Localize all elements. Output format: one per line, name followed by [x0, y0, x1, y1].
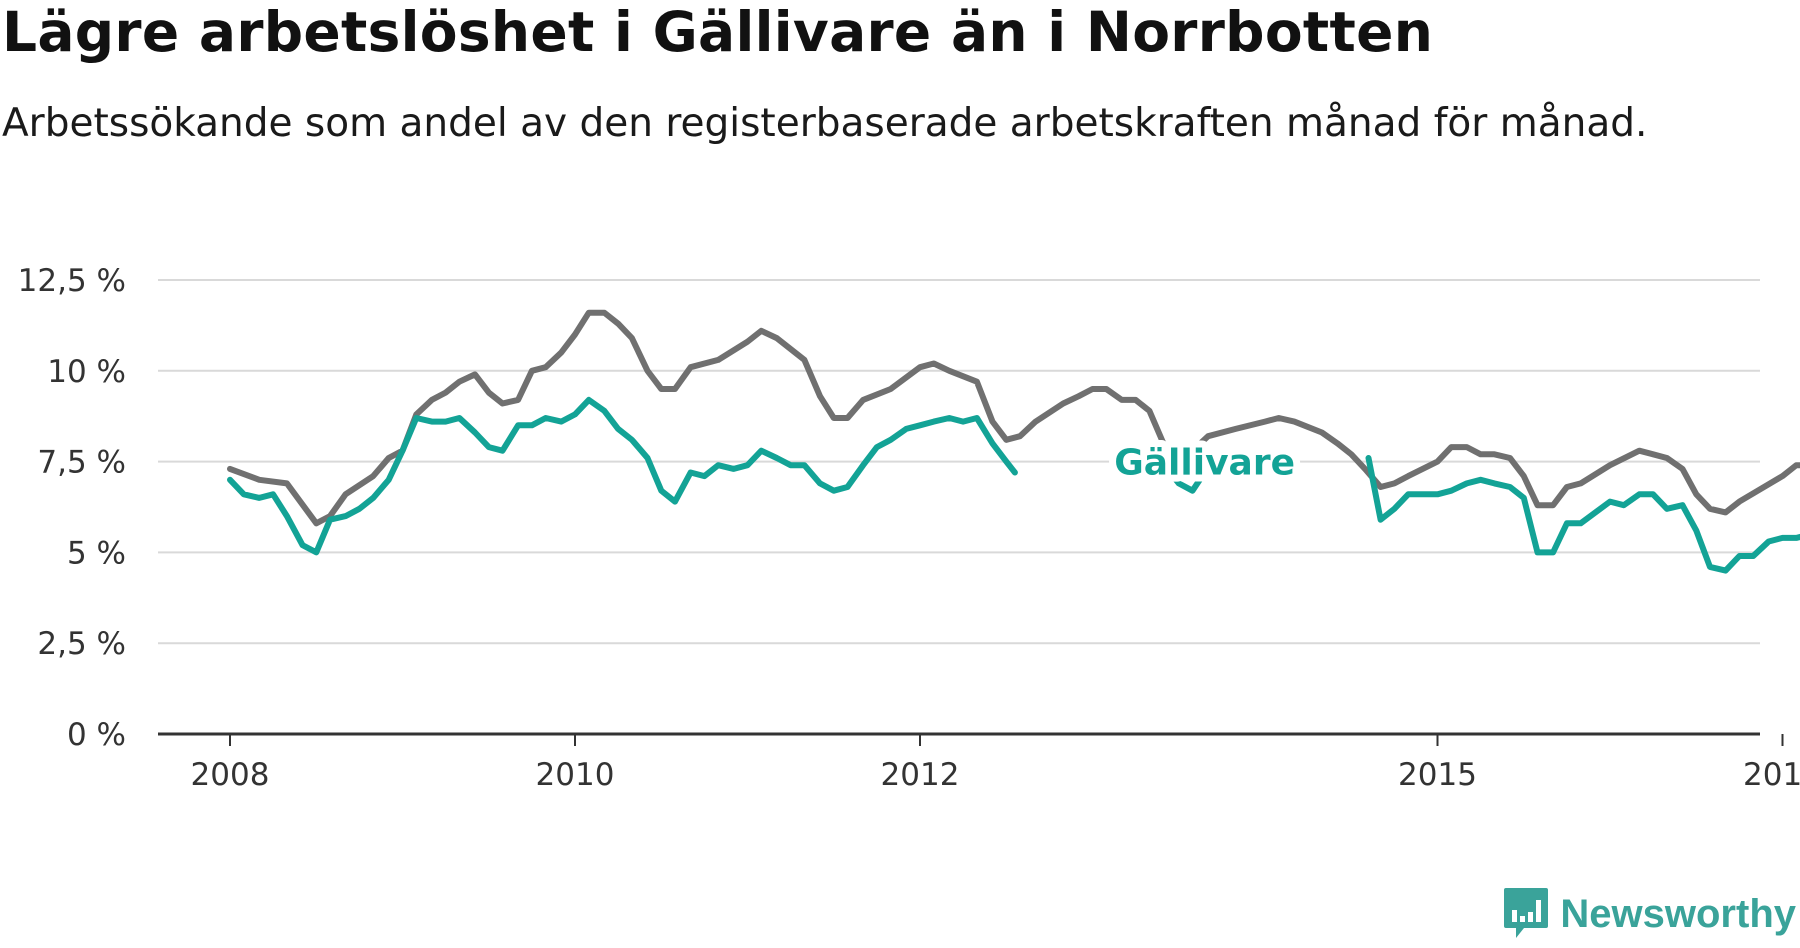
- chart-subtitle: Arbetssökande som andel av den registerb…: [2, 101, 1648, 146]
- grid-lines: [158, 279, 1760, 736]
- x-tick-label: 2017: [1743, 757, 1800, 793]
- y-tick-label: 7,5 %: [37, 445, 126, 481]
- y-axis-ticks: 0 % 2,5 % 5 % 7,5 % 10 % 12,5 %: [18, 263, 126, 753]
- y-tick-label: 12,5 %: [18, 263, 126, 299]
- x-tick-label: 2010: [536, 757, 615, 793]
- bar-chart-speech-icon: [1504, 888, 1549, 938]
- series-labels: NorrbottenNorrbotten3,9 %GällivareGälliv…: [1107, 436, 1302, 491]
- x-axis-ticks: 20082010201220152017202020222024: [191, 734, 1800, 793]
- chart-title: Lägre arbetslöshet i Gällivare än i Norr…: [2, 0, 1434, 64]
- series-line-gallivare: [227, 396, 1800, 574]
- x-tick-label: 2015: [1398, 757, 1477, 793]
- y-tick-label: 2,5 %: [37, 626, 126, 662]
- newsworthy-brand: Newsworthy: [1502, 886, 1796, 942]
- x-tick-label: 2008: [191, 757, 270, 793]
- series-line-norrbotten: [227, 309, 1800, 527]
- series-label-halo: Gällivare: [1114, 443, 1295, 484]
- brand-name: Newsworthy: [1560, 891, 1796, 936]
- x-tick-label: 2012: [881, 757, 960, 793]
- y-tick-label: 10 %: [47, 354, 126, 390]
- y-tick-label: 5 %: [67, 535, 126, 571]
- series-lines: [227, 309, 1800, 574]
- series-label-gallivare: Gällivare: [1114, 443, 1295, 484]
- y-tick-label: 0 %: [67, 717, 126, 753]
